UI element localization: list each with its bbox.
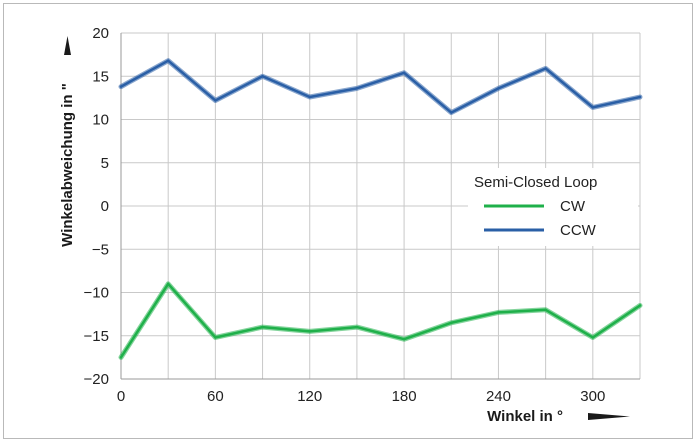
data-point-ccw: [119, 85, 123, 88]
y-tick-label: −10: [84, 285, 109, 302]
data-point-ccw: [261, 75, 264, 78]
data-point-cw: [214, 336, 217, 339]
y-tick-label: −5: [92, 241, 109, 258]
y-tick-label: −20: [84, 371, 109, 388]
y-axis-arrow-icon: [64, 36, 71, 55]
series-layer: [118, 58, 643, 360]
data-point-cw: [402, 338, 406, 341]
data-point-ccw: [402, 71, 406, 74]
y-tick-label: 20: [92, 25, 109, 42]
data-point-cw: [119, 356, 123, 359]
data-point-cw: [308, 330, 311, 333]
data-point-ccw: [166, 59, 170, 62]
x-tick-label: 180: [392, 388, 417, 405]
legend-label-cw: CW: [560, 198, 586, 215]
x-axis-arrow-icon: [588, 413, 630, 420]
x-tick-label: 300: [580, 388, 605, 405]
data-point-ccw: [638, 95, 642, 99]
data-point-cw: [450, 321, 453, 324]
x-tick-label: 240: [486, 388, 511, 405]
x-tick-label: 60: [207, 388, 224, 405]
series-line-cw: [119, 282, 642, 359]
data-point-ccw: [355, 87, 359, 90]
data-point-cw: [355, 325, 359, 329]
tick-labels: 20 15 10 5 0 −5 −10 −15 −20 0 60 120 180 240 300: [84, 25, 606, 405]
data-point-ccw: [591, 106, 595, 109]
data-point-cw: [497, 311, 500, 314]
x-tick-label: 0: [117, 388, 125, 405]
series-line-ccw: [119, 59, 642, 114]
data-point-ccw: [450, 111, 453, 114]
y-axis-title: Winkelabweichung in ": [59, 83, 76, 247]
y-tick-label: 10: [92, 112, 109, 129]
y-tick-label: 15: [92, 68, 109, 85]
data-point-cw: [591, 336, 595, 339]
x-tick-label: 120: [297, 388, 322, 405]
legend: Semi-Closed Loop CW CCW: [468, 168, 638, 246]
data-point-cw: [544, 308, 547, 311]
data-point-ccw: [497, 87, 500, 90]
data-point-ccw: [214, 99, 217, 102]
y-tick-label: −15: [84, 328, 109, 345]
data-point-cw: [166, 282, 170, 286]
data-point-cw: [261, 325, 264, 329]
data-point-ccw: [544, 67, 547, 70]
data-point-ccw: [308, 95, 311, 99]
y-tick-label: 0: [101, 198, 109, 215]
legend-label-ccw: CCW: [560, 222, 597, 239]
axes: [120, 33, 640, 380]
x-axis-title: Winkel in °: [487, 408, 563, 425]
legend-title: Semi-Closed Loop: [474, 174, 597, 191]
data-point-cw: [638, 304, 642, 307]
y-tick-label: 5: [101, 155, 109, 172]
